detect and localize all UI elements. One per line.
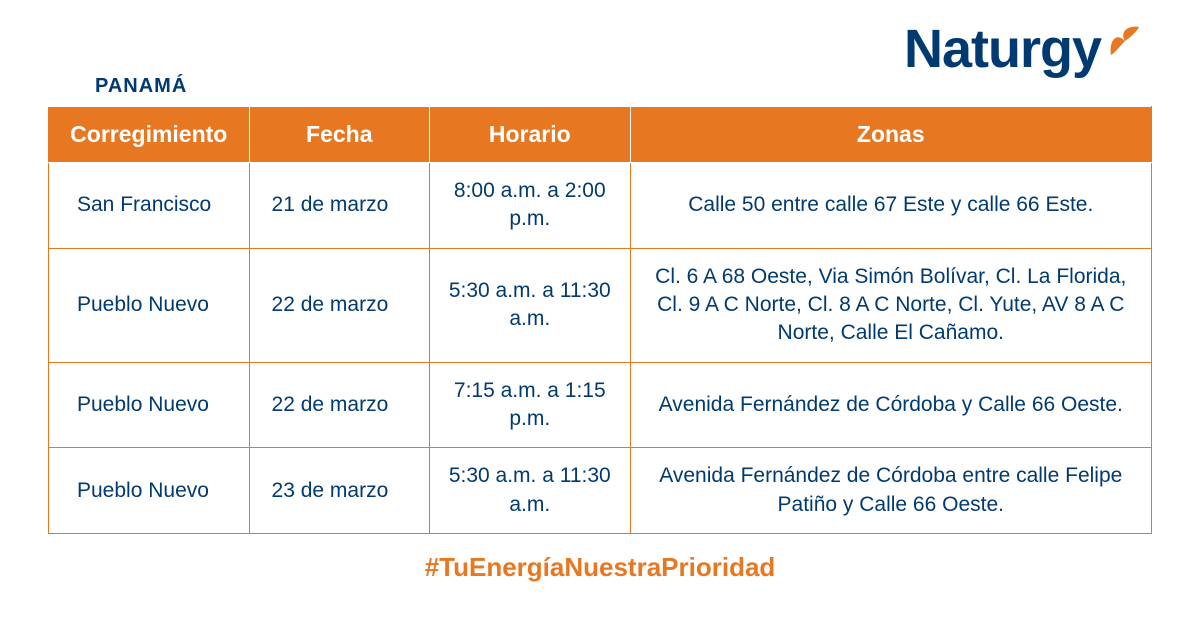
header: PANAMÁ Naturgy (0, 0, 1200, 100)
region-label: PANAMÁ (95, 75, 187, 98)
schedule-table-container: Corregimiento Fecha Horario Zonas San Fr… (0, 100, 1200, 534)
butterfly-icon (1105, 21, 1145, 61)
cell-horario: 8:00 a.m. a 2:00 p.m. (430, 163, 631, 249)
cell-zonas: Avenida Fernández de Córdoba y Calle 66 … (630, 362, 1151, 448)
table-body: San Francisco 21 de marzo 8:00 a.m. a 2:… (49, 163, 1152, 534)
cell-zonas: Avenida Fernández de Córdoba entre calle… (630, 448, 1151, 534)
cell-horario: 5:30 a.m. a 11:30 a.m. (430, 248, 631, 362)
cell-horario: 7:15 a.m. a 1:15 p.m. (430, 362, 631, 448)
table-row: Pueblo Nuevo 22 de marzo 7:15 a.m. a 1:1… (49, 362, 1152, 448)
cell-corregimiento: San Francisco (49, 163, 250, 249)
cell-horario: 5:30 a.m. a 11:30 a.m. (430, 448, 631, 534)
table-row: Pueblo Nuevo 22 de marzo 5:30 a.m. a 11:… (49, 248, 1152, 362)
brand-logo: Naturgy (904, 18, 1145, 80)
table-header-row: Corregimiento Fecha Horario Zonas (49, 107, 1152, 163)
cell-corregimiento: Pueblo Nuevo (49, 248, 250, 362)
cell-fecha: 21 de marzo (249, 163, 429, 249)
cell-zonas: Cl. 6 A 68 Oeste, Via Simón Bolívar, Cl.… (630, 248, 1151, 362)
brand-name: Naturgy (904, 18, 1101, 80)
table-row: San Francisco 21 de marzo 8:00 a.m. a 2:… (49, 163, 1152, 249)
hashtag: #TuEnergíaNuestraPrioridad (0, 552, 1200, 583)
cell-zonas: Calle 50 entre calle 67 Este y calle 66 … (630, 163, 1151, 249)
col-header-corregimiento: Corregimiento (49, 107, 250, 163)
cell-fecha: 22 de marzo (249, 362, 429, 448)
table-row: Pueblo Nuevo 23 de marzo 5:30 a.m. a 11:… (49, 448, 1152, 534)
col-header-zonas: Zonas (630, 107, 1151, 163)
schedule-table: Corregimiento Fecha Horario Zonas San Fr… (48, 106, 1152, 534)
col-header-fecha: Fecha (249, 107, 429, 163)
cell-fecha: 22 de marzo (249, 248, 429, 362)
cell-corregimiento: Pueblo Nuevo (49, 448, 250, 534)
cell-fecha: 23 de marzo (249, 448, 429, 534)
cell-corregimiento: Pueblo Nuevo (49, 362, 250, 448)
col-header-horario: Horario (430, 107, 631, 163)
